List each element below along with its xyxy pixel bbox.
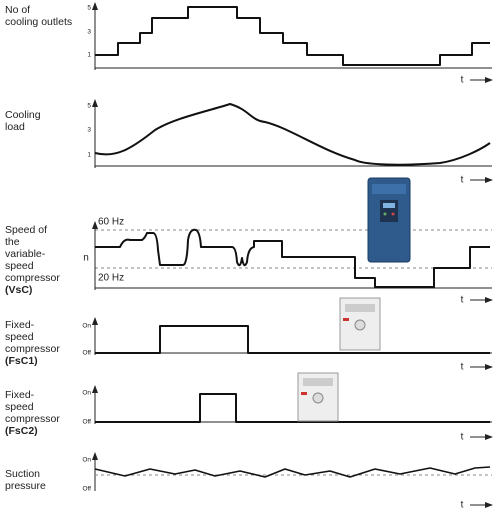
tick-label: 3 — [87, 29, 91, 36]
panel-label: (VsC) — [5, 284, 32, 296]
panel-label: (FsC1) — [5, 355, 38, 367]
panel-label: compressor — [5, 413, 60, 425]
time-label: t — [461, 500, 464, 511]
tick-label: 1 — [87, 152, 91, 159]
tick-label: 3 — [87, 127, 91, 134]
panel-label: speed — [5, 401, 34, 413]
tick-label: On — [82, 390, 91, 397]
tick-label: Off — [82, 419, 91, 426]
tick-label: 5 — [87, 5, 91, 12]
panel-label: cooling outlets — [5, 16, 72, 28]
panel-label: load — [5, 121, 25, 133]
tick-label: 1 — [87, 52, 91, 59]
panel-label: No of — [5, 4, 30, 16]
panel-label: compressor — [5, 272, 60, 284]
time-label: t — [461, 362, 464, 373]
panel-label: compressor — [5, 343, 60, 355]
panel-label: speed — [5, 260, 34, 272]
panel-label: Suction — [5, 468, 40, 480]
time-label: t — [461, 75, 464, 86]
panel-label: pressure — [5, 480, 46, 492]
tick-label: 20 Hz — [98, 273, 124, 284]
time-label: t — [461, 295, 464, 306]
tick-label: Off — [82, 486, 91, 493]
time-label: t — [461, 432, 464, 443]
panel-label: the — [5, 236, 20, 248]
panel-label: Speed of — [5, 224, 47, 236]
panel-label: (FsC2) — [5, 425, 38, 437]
axis-label: n — [83, 253, 89, 264]
panel-label: Fixed- — [5, 319, 35, 331]
time-label: t — [461, 175, 464, 186]
tick-label: On — [82, 457, 91, 464]
tick-label: 60 Hz — [98, 217, 124, 228]
panel-label: Fixed- — [5, 389, 35, 401]
tick-label: Off — [82, 350, 91, 357]
panel-label: speed — [5, 331, 34, 343]
panel-label: Cooling — [5, 109, 41, 121]
tick-label: On — [82, 323, 91, 330]
tick-label: 5 — [87, 103, 91, 110]
drawing — [92, 2, 493, 508]
panel-label: variable- — [5, 248, 46, 260]
